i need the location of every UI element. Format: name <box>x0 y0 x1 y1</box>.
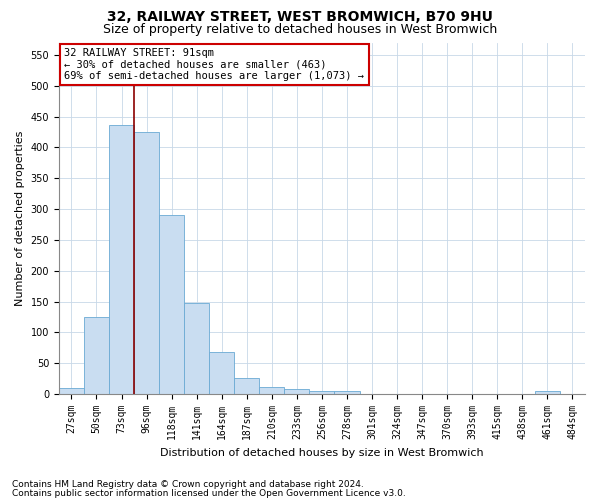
Bar <box>284 390 310 394</box>
Bar <box>259 388 284 394</box>
Bar <box>209 352 234 394</box>
Bar <box>535 391 560 394</box>
Bar <box>59 388 84 394</box>
Y-axis label: Number of detached properties: Number of detached properties <box>15 130 25 306</box>
Text: Size of property relative to detached houses in West Bromwich: Size of property relative to detached ho… <box>103 22 497 36</box>
X-axis label: Distribution of detached houses by size in West Bromwich: Distribution of detached houses by size … <box>160 448 484 458</box>
Bar <box>84 317 109 394</box>
Text: 32 RAILWAY STREET: 91sqm
← 30% of detached houses are smaller (463)
69% of semi-: 32 RAILWAY STREET: 91sqm ← 30% of detach… <box>64 48 364 82</box>
Bar <box>109 124 134 394</box>
Bar <box>310 391 334 394</box>
Bar <box>234 378 259 394</box>
Bar <box>184 304 209 394</box>
Bar <box>134 132 159 394</box>
Text: Contains HM Land Registry data © Crown copyright and database right 2024.: Contains HM Land Registry data © Crown c… <box>12 480 364 489</box>
Bar <box>159 216 184 394</box>
Text: Contains public sector information licensed under the Open Government Licence v3: Contains public sector information licen… <box>12 489 406 498</box>
Text: 32, RAILWAY STREET, WEST BROMWICH, B70 9HU: 32, RAILWAY STREET, WEST BROMWICH, B70 9… <box>107 10 493 24</box>
Bar <box>334 391 359 394</box>
